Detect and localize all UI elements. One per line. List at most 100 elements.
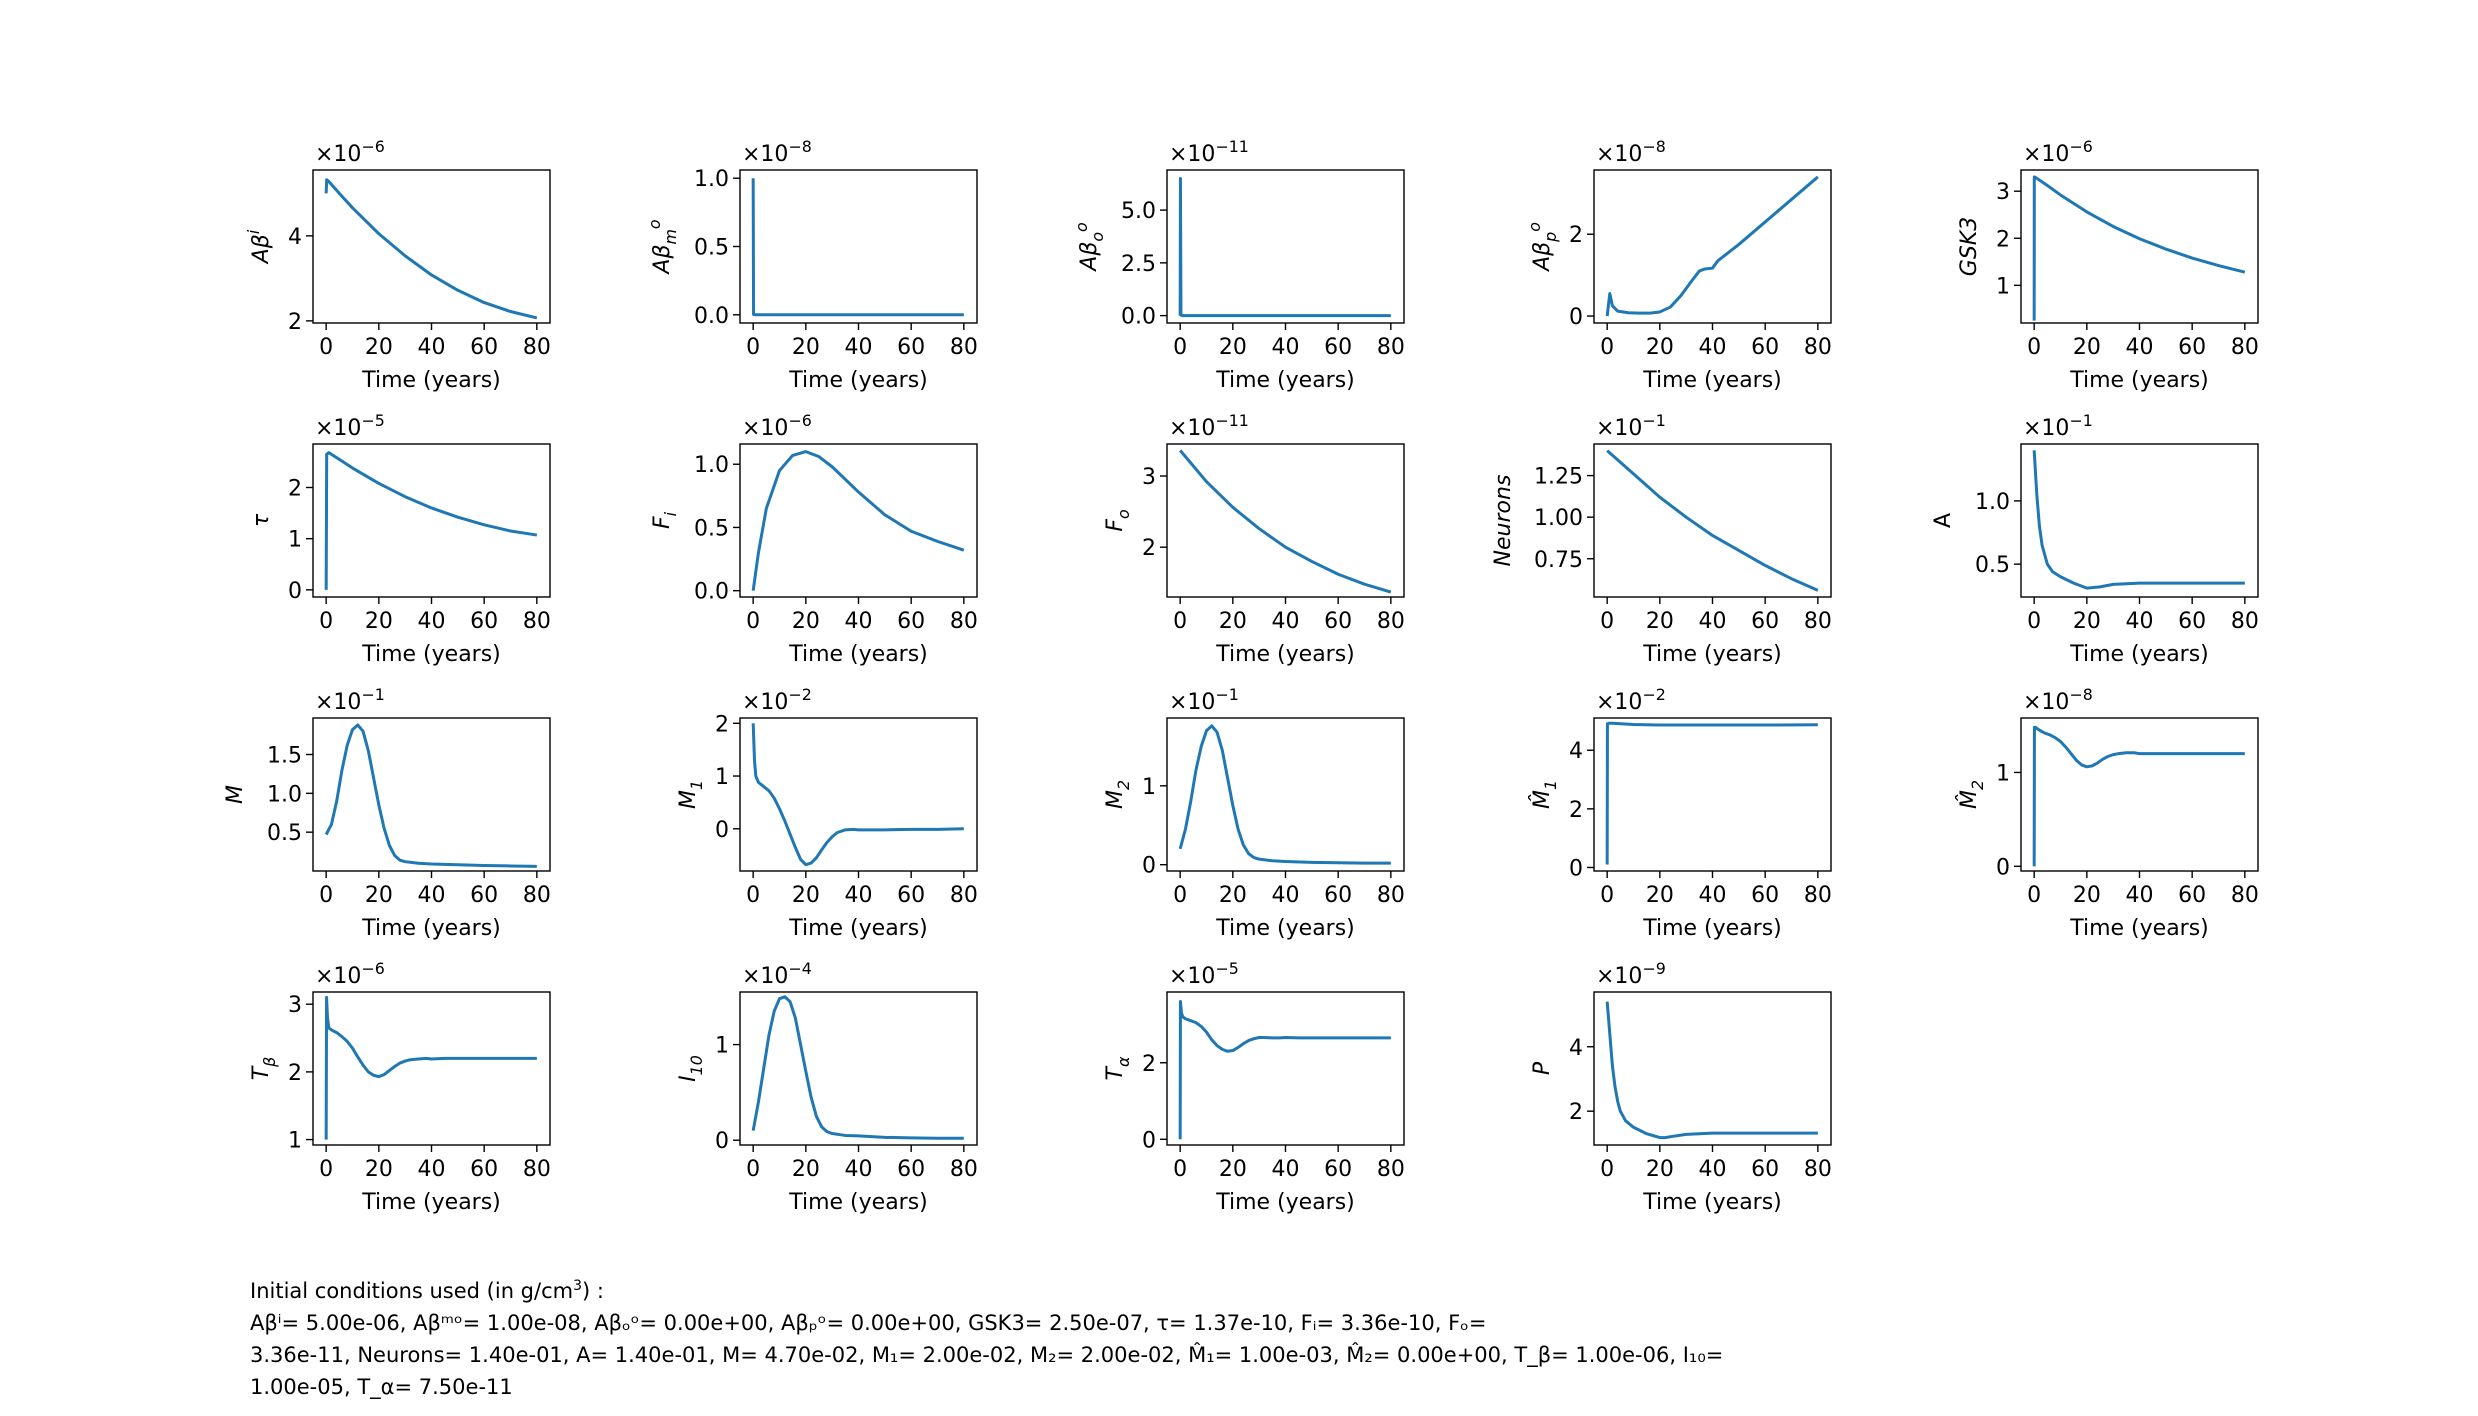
x-tick-label: 40: [418, 609, 446, 634]
y-axis-label: τ: [249, 513, 274, 527]
x-axis-label: Time (years): [2069, 368, 2209, 393]
subplot-5: 0 20 40 60 80 1 2 3 Time (years) GSK3 ×10−6: [1957, 137, 2259, 393]
subplot-8: 0 20 40 60 80 2 3 Time (years) Fo ×10−11: [1103, 411, 1405, 667]
axes-frame: [312, 991, 551, 1146]
y-tick-label: 2: [1142, 536, 1156, 561]
series-line: [324, 451, 538, 590]
x-tick-label: 80: [2231, 335, 2259, 360]
series-line: [1178, 176, 1391, 318]
x-tick-label: 20: [1219, 335, 1247, 360]
axes-frame: [739, 991, 978, 1146]
axis-exponent: ×10−5: [315, 411, 385, 441]
y-axis-label: Fo: [1103, 509, 1133, 531]
x-tick-label: 40: [1272, 883, 1300, 908]
y-axis-label: M1: [676, 780, 706, 809]
subplot-13: 0 20 40 60 80 0 1 Time (years) M2 ×10−1: [1103, 685, 1405, 941]
axis-exponent: ×10−1: [1169, 685, 1239, 715]
y-axis-label: Aβi: [244, 229, 274, 265]
y-tick-label: 1: [715, 765, 729, 790]
x-tick-label: 20: [365, 609, 393, 634]
x-tick-label: 0: [2027, 335, 2041, 360]
axis-exponent: ×10−1: [2023, 411, 2093, 441]
x-tick-label: 20: [365, 883, 393, 908]
x-tick-label: 60: [470, 1157, 498, 1182]
y-tick-label: 0: [1996, 855, 2010, 880]
x-tick-label: 0: [319, 609, 333, 634]
y-tick-label: 0: [288, 579, 302, 604]
axis-exponent: ×10−8: [2023, 685, 2093, 715]
y-axis-label: M: [223, 785, 248, 804]
x-tick-label: 60: [470, 335, 498, 360]
x-tick-label: 80: [1377, 335, 1405, 360]
y-tick-label: 0.0: [1121, 305, 1156, 330]
x-tick-label: 0: [319, 335, 333, 360]
axes-frame: [1593, 991, 1832, 1146]
caption-line-1: Initial conditions used (in g/cm3) :: [250, 1278, 604, 1303]
series-line: [1605, 1001, 1818, 1140]
x-tick-label: 40: [2126, 609, 2154, 634]
x-tick-label: 20: [1219, 1157, 1247, 1182]
caption-line-2: Aβⁱ= 5.00e-06, Aβᵐᵒ= 1.00e-08, Aβₒᵒ= 0.0…: [250, 1311, 1487, 1335]
y-axis-label: Fi: [650, 511, 680, 529]
x-tick-label: 80: [523, 609, 551, 634]
y-tick-label: 1: [1996, 761, 2010, 786]
subplot-9: 0 20 40 60 80 0.75 1.00 1.25 Time (years) Neurons…: [1491, 411, 1832, 667]
series-line: [2032, 450, 2245, 590]
x-tick-label: 80: [950, 335, 978, 360]
series-line: [751, 178, 964, 317]
axis-exponent: ×10−6: [742, 411, 812, 441]
x-axis-label: Time (years): [788, 1190, 928, 1215]
y-tick-label: 0: [1142, 854, 1156, 879]
axis-exponent: ×10−8: [1596, 137, 1666, 167]
x-axis-label: Time (years): [361, 368, 501, 393]
y-tick-label: 2: [288, 1061, 302, 1086]
x-tick-label: 60: [897, 335, 925, 360]
y-tick-label: 0: [1569, 856, 1583, 881]
x-tick-label: 20: [2073, 335, 2101, 360]
y-axis-label: Neurons: [1491, 475, 1516, 567]
y-tick-label: 0.0: [694, 304, 729, 329]
x-tick-label: 80: [1377, 1157, 1405, 1182]
x-tick-label: 60: [470, 609, 498, 634]
axis-exponent: ×10−2: [742, 685, 812, 715]
y-tick-label: 0.5: [694, 236, 729, 261]
x-tick-label: 40: [845, 883, 873, 908]
y-tick-label: 4: [1569, 1036, 1583, 1061]
x-axis-label: Time (years): [1215, 368, 1355, 393]
x-tick-label: 80: [2231, 883, 2259, 908]
x-tick-label: 20: [792, 609, 820, 634]
x-axis-label: Time (years): [1215, 916, 1355, 941]
axis-exponent: ×10−11: [1169, 411, 1249, 441]
x-tick-label: 40: [1272, 335, 1300, 360]
x-tick-label: 60: [2178, 335, 2206, 360]
y-tick-label: 2: [1569, 223, 1583, 248]
y-tick-label: 1.5: [267, 744, 302, 769]
x-tick-label: 20: [1646, 335, 1674, 360]
x-tick-label: 0: [746, 609, 760, 634]
y-tick-label: 0: [1569, 305, 1583, 330]
y-axis-label: Tα: [1103, 1056, 1133, 1080]
series-line: [324, 178, 538, 320]
y-tick-label: 4: [288, 225, 302, 250]
x-axis-label: Time (years): [1215, 1190, 1355, 1215]
x-tick-label: 0: [1600, 1157, 1614, 1182]
axis-exponent: ×10−6: [315, 137, 385, 167]
x-axis-label: Time (years): [1215, 642, 1355, 667]
subplot-11: 0 20 40 60 80 0.5 1.0 1.5 Time (years) M ×10−1: [223, 685, 551, 941]
axis-exponent: ×10−11: [1169, 137, 1249, 167]
x-axis-label: Time (years): [2069, 916, 2209, 941]
series-line: [1606, 449, 1819, 592]
axis-exponent: ×10−1: [1596, 411, 1666, 441]
subplot-4: 0 20 40 60 80 0 2 Time (years) Aβpo ×10−8: [1525, 137, 1832, 393]
y-tick-label: 4: [1569, 739, 1583, 764]
initial-conditions-caption: Initial conditions used (in g/cm3) : Aβⁱ…: [250, 1270, 1950, 1403]
x-tick-label: 40: [418, 335, 446, 360]
subplot-1: 0 20 40 60 80 2 4 Time (years) Aβi ×10−6: [244, 137, 551, 393]
axes-frame: [739, 717, 978, 872]
y-tick-label: 0.0: [694, 580, 729, 605]
y-tick-label: 3: [1142, 465, 1156, 490]
x-tick-label: 0: [1173, 335, 1187, 360]
axes-frame: [1166, 169, 1405, 324]
axes-frame: [739, 443, 978, 598]
y-tick-label: 1.00: [1534, 506, 1583, 531]
